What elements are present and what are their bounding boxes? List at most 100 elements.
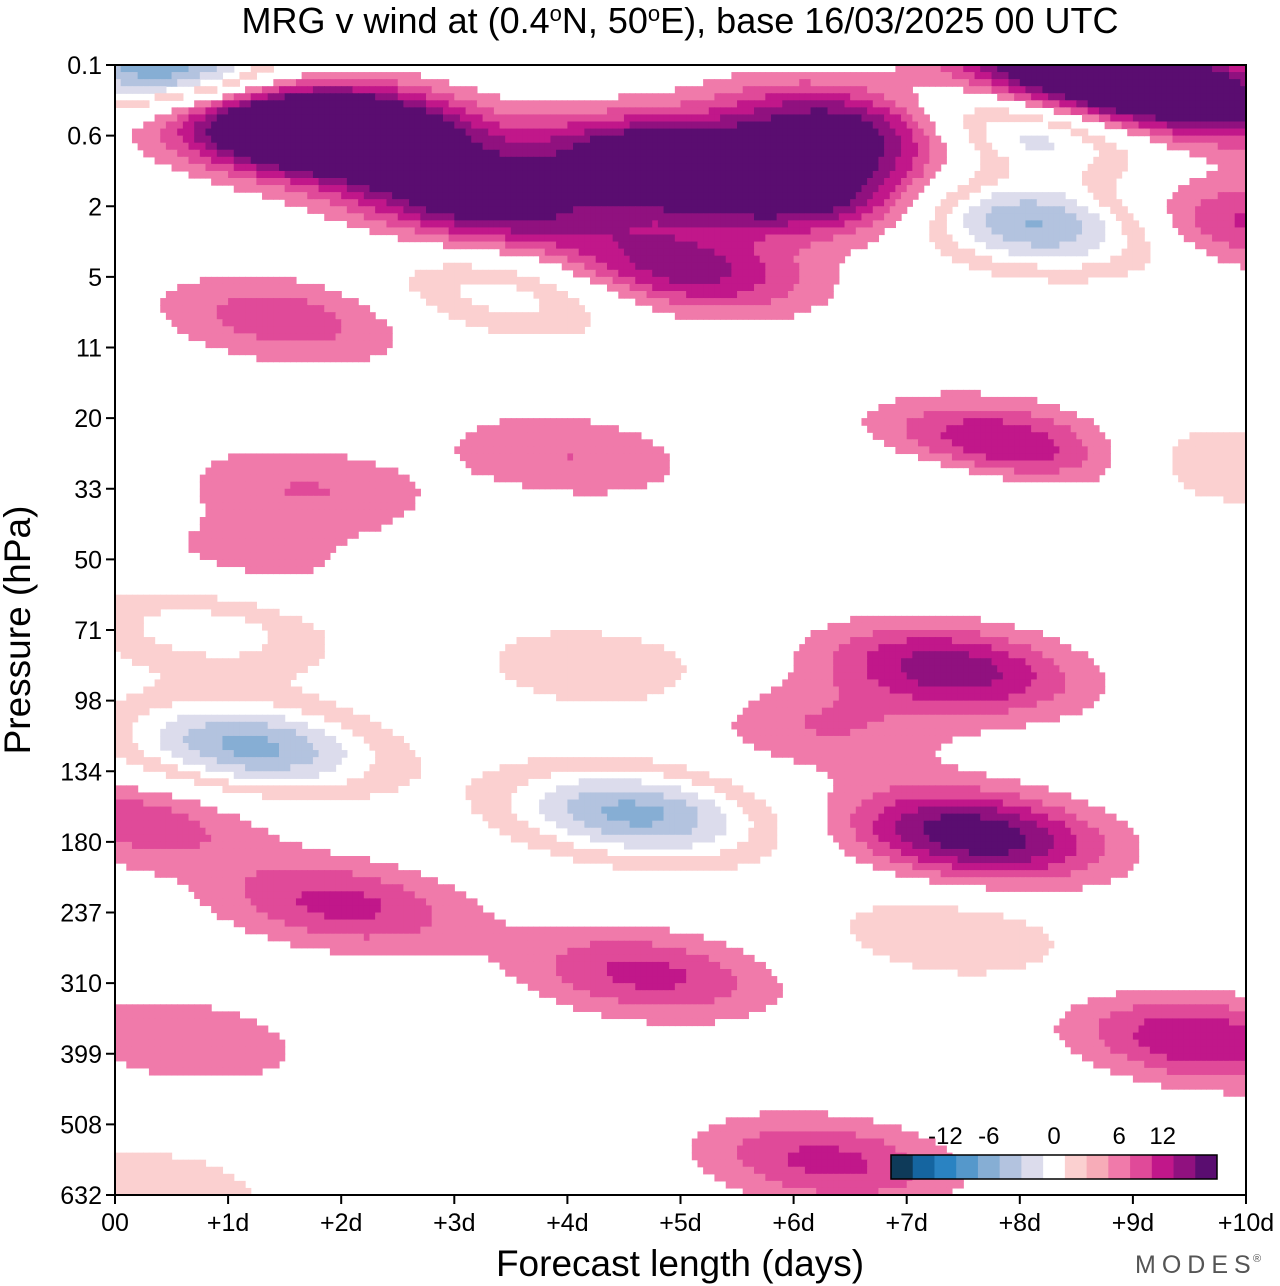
contour-cell [793, 135, 800, 144]
contour-cell [867, 220, 874, 229]
contour-cell [657, 255, 665, 264]
contour-cell [629, 149, 636, 158]
contour-cell [1166, 206, 1174, 214]
contour-cell [522, 107, 529, 116]
contour-cell [392, 149, 399, 158]
contour-cell [284, 283, 291, 292]
contour-cell [640, 199, 648, 207]
contour-cell [510, 319, 518, 327]
contour-cell [392, 192, 399, 200]
contour-cell [510, 206, 518, 214]
contour-cell [1115, 255, 1123, 264]
contour-cell [1087, 107, 1094, 116]
contour-cell [301, 312, 308, 320]
contour-cell [629, 213, 636, 221]
contour-cell [420, 156, 427, 165]
contour-cell [369, 114, 376, 123]
contour-cell [872, 213, 880, 221]
contour-cell [1008, 72, 1015, 80]
contour-cell [1161, 93, 1168, 101]
contour-cell [318, 185, 325, 193]
contour-cell [1189, 185, 1196, 193]
contour-cell [171, 163, 178, 172]
contour-cell [590, 276, 597, 285]
contour-cell [855, 192, 863, 200]
contour-cell [652, 206, 659, 214]
contour-cell [1206, 220, 1213, 229]
contour-cell [573, 185, 580, 193]
contour-cell [872, 227, 880, 236]
contour-cell [510, 149, 518, 158]
contour-cell [301, 156, 308, 165]
contour-cell [861, 135, 868, 144]
contour-cell [335, 192, 342, 200]
contour-cell [1200, 234, 1208, 243]
contour-cell [573, 121, 580, 130]
contour-cell [635, 248, 642, 257]
contour-cell [827, 276, 834, 285]
contour-cell [708, 269, 716, 278]
contour-cell [471, 213, 478, 221]
contour-cell [1229, 79, 1236, 87]
contour-cell [1048, 213, 1055, 221]
contour-cell [725, 291, 732, 299]
contour-cell [369, 93, 376, 101]
contour-cell [889, 128, 896, 137]
contour-cell [442, 185, 450, 193]
contour-cell [386, 220, 393, 229]
contour-cell [1217, 72, 1224, 80]
contour-cell [657, 305, 665, 313]
contour-cell [595, 178, 602, 186]
contour-cell [799, 305, 806, 313]
contour-cell [1070, 79, 1077, 87]
contour-cell [1059, 206, 1066, 214]
contour-cell [833, 241, 840, 250]
contour-cell [1195, 213, 1202, 221]
contour-cell [754, 142, 761, 151]
contour-cell [358, 319, 365, 327]
contour-cell [1076, 79, 1083, 87]
contour-cell [488, 213, 495, 221]
contour-cell [459, 227, 467, 236]
contour-cell [199, 156, 207, 165]
contour-cell [657, 206, 665, 214]
contour-cell [629, 206, 636, 214]
contour-cell [442, 298, 450, 306]
contour-cell [448, 206, 455, 214]
contour-cell [974, 107, 981, 116]
contour-cell [742, 227, 749, 236]
contour-cell [590, 149, 597, 158]
contour-cell [301, 333, 308, 342]
contour-cell [194, 114, 201, 123]
contour-cell [437, 192, 444, 200]
contour-cell [901, 114, 908, 123]
contour-cell [295, 333, 303, 342]
contour-cell [222, 333, 229, 342]
contour-cell [1155, 79, 1162, 87]
contour-cell [363, 199, 371, 207]
contour-cell [669, 305, 676, 313]
contour-cell [827, 156, 834, 165]
contour-cell [810, 128, 817, 137]
contour-cell [522, 227, 529, 236]
contour-cell [431, 128, 438, 137]
contour-cell [369, 121, 376, 130]
contour-cell [991, 227, 998, 236]
contour-cell [635, 93, 642, 101]
contour-cell [352, 93, 359, 101]
contour-cell [284, 107, 291, 116]
contour-cell [233, 291, 241, 299]
contour-cell [516, 213, 523, 221]
contour-cell [420, 93, 427, 101]
contour-cell [414, 163, 421, 172]
contour-cell [567, 170, 574, 179]
contour-cell [691, 312, 699, 320]
contour-cell [301, 79, 308, 87]
contour-cell [669, 114, 676, 123]
contour-cell [250, 93, 257, 101]
contour-cell [850, 206, 857, 214]
contour-cell [674, 199, 682, 207]
contour-cell [748, 305, 755, 313]
contour-cell [284, 192, 291, 200]
contour-cell [606, 192, 614, 200]
